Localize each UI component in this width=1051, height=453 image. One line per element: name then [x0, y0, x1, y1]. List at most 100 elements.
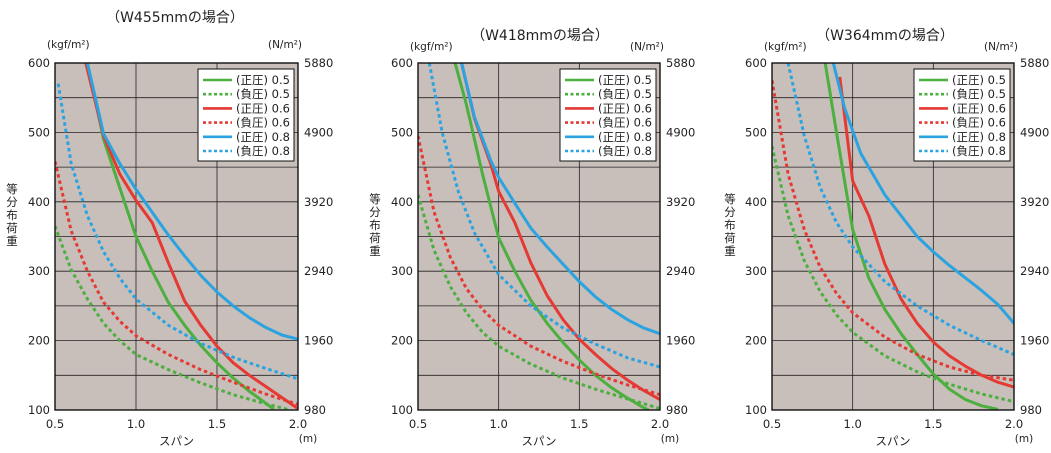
y-tick-right: 4900 [666, 125, 695, 139]
legend-label: (正圧) 0.5 [598, 73, 652, 87]
legend-box [559, 68, 657, 162]
legend-label: (正圧) 0.8 [952, 130, 1006, 144]
y-tick-right: 1960 [304, 334, 333, 348]
y-tick-right: 3920 [304, 195, 333, 209]
y-tick-right: 980 [666, 403, 688, 417]
legend-label: (正圧) 0.6 [236, 101, 290, 115]
x-axis-label: スパン [159, 434, 194, 448]
series-line-0 [85, 63, 275, 410]
legend-label: (正圧) 0.5 [236, 73, 290, 87]
y-tick-left: 300 [391, 264, 413, 278]
y-unit-right: (N/m²) [984, 41, 1018, 53]
x-unit: (m) [299, 433, 317, 445]
legend-label: (正圧) 0.8 [236, 130, 290, 144]
chart-2: (正圧) 0.5(負圧) 0.5(正圧) 0.6(負圧) 0.6(正圧) 0.8… [724, 28, 1049, 448]
series-line-4 [831, 63, 1014, 325]
series-line-0 [823, 63, 999, 410]
x-tick: 1.0 [490, 417, 508, 431]
x-tick: 1.5 [924, 417, 942, 431]
series-line-3 [418, 135, 660, 397]
x-tick: 0.5 [763, 417, 781, 431]
y-tick-left: 500 [745, 125, 767, 139]
x-tick: 2.0 [289, 417, 307, 431]
series-line-3 [772, 80, 1014, 382]
plot-frame [771, 62, 1015, 411]
y-tick-right: 3920 [666, 195, 695, 209]
y-tick-right: 1960 [666, 334, 695, 348]
legend-label: (負圧) 0.8 [598, 144, 652, 158]
series-line-0 [453, 63, 650, 410]
y-tick-left: 300 [28, 264, 50, 278]
y-tick-right: 980 [304, 403, 326, 417]
y-tick-left: 600 [28, 56, 50, 70]
y-tick-right: 5880 [304, 56, 333, 70]
series-line-1 [772, 145, 1014, 404]
y-unit-right: (N/m²) [268, 39, 302, 51]
x-tick: 0.5 [409, 417, 427, 431]
series-line-5 [56, 83, 298, 381]
legend-label: (正圧) 0.5 [952, 73, 1006, 87]
chart-title: （W455mmの場合） [106, 10, 244, 26]
x-tick: 0.5 [46, 417, 64, 431]
y-tick-right: 2940 [666, 264, 695, 278]
legend-label: (負圧) 0.5 [236, 87, 290, 101]
series-line-5 [427, 63, 660, 369]
y-tick-right: 2940 [304, 264, 333, 278]
legend-label: (負圧) 0.8 [236, 144, 290, 158]
y-tick-left: 200 [28, 334, 50, 348]
x-tick: 1.5 [208, 417, 226, 431]
y-unit-left: (kgf/m²) [764, 41, 807, 53]
legend-label: (負圧) 0.5 [598, 87, 652, 101]
legend-label: (負圧) 0.6 [236, 116, 290, 130]
y-tick-left: 300 [745, 264, 767, 278]
y-unit-right: (N/m²) [630, 41, 664, 53]
y-tick-left: 600 [745, 56, 767, 70]
y-tick-right: 3920 [1020, 195, 1049, 209]
series-line-4 [460, 63, 660, 336]
series-line-4 [85, 63, 298, 341]
chart-0: (正圧) 0.5(負圧) 0.5(正圧) 0.6(負圧) 0.6(正圧) 0.8… [6, 10, 333, 448]
y-tick-left: 600 [391, 56, 413, 70]
chart-title: （W418mmの場合） [471, 28, 609, 44]
y-tick-left: 500 [391, 125, 413, 139]
y-tick-left: 100 [745, 403, 767, 417]
y-tick-right: 2940 [1020, 264, 1049, 278]
legend-label: (負圧) 0.8 [952, 144, 1006, 158]
legend-label: (正圧) 0.8 [598, 130, 652, 144]
y-unit-left: (kgf/m²) [47, 39, 90, 51]
legend-label: (負圧) 0.6 [598, 116, 652, 130]
y-tick-left: 100 [28, 403, 50, 417]
y-unit-left: (kgf/m²) [410, 41, 453, 53]
x-tick: 1.0 [127, 417, 145, 431]
y-tick-right: 5880 [666, 56, 695, 70]
legend-label: (正圧) 0.6 [952, 101, 1006, 115]
y-tick-left: 200 [745, 334, 767, 348]
series-line-3 [55, 161, 298, 406]
x-unit: (m) [661, 433, 679, 445]
y-tick-right: 4900 [304, 125, 333, 139]
y-tick-left: 100 [391, 403, 413, 417]
plot-frame [417, 62, 661, 411]
legend-box [913, 68, 1011, 162]
x-unit: (m) [1015, 433, 1033, 445]
legend-label: (正圧) 0.6 [598, 101, 652, 115]
y-axis-label: 等分布荷重 [724, 192, 736, 258]
legend-label: (負圧) 0.5 [952, 87, 1006, 101]
y-tick-left: 400 [391, 195, 413, 209]
chart-title: （W364mmの場合） [816, 28, 954, 44]
plot-frame [54, 62, 299, 411]
y-tick-left: 400 [28, 195, 50, 209]
y-tick-left: 500 [28, 125, 50, 139]
y-axis-label: 等分布荷重 [369, 192, 381, 258]
legend-box [197, 68, 295, 162]
x-tick: 2.0 [651, 417, 669, 431]
y-axis-label: 等分布荷重 [6, 182, 18, 248]
y-tick-right: 1960 [1020, 334, 1049, 348]
y-tick-right: 5880 [1020, 56, 1049, 70]
x-tick: 2.0 [1005, 417, 1023, 431]
y-tick-right: 980 [1020, 403, 1042, 417]
x-tick: 1.5 [570, 417, 588, 431]
chart-1: (正圧) 0.5(負圧) 0.5(正圧) 0.6(負圧) 0.6(正圧) 0.8… [369, 28, 695, 448]
y-tick-right: 4900 [1020, 125, 1049, 139]
